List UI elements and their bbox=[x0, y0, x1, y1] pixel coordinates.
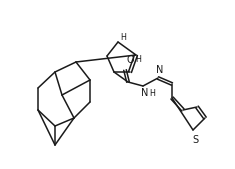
Text: N: N bbox=[141, 88, 149, 98]
Text: S: S bbox=[192, 135, 198, 145]
Text: O: O bbox=[126, 55, 134, 65]
Text: H: H bbox=[135, 55, 141, 65]
Text: H: H bbox=[120, 33, 126, 42]
Text: N: N bbox=[156, 65, 164, 75]
Text: H: H bbox=[149, 89, 155, 98]
